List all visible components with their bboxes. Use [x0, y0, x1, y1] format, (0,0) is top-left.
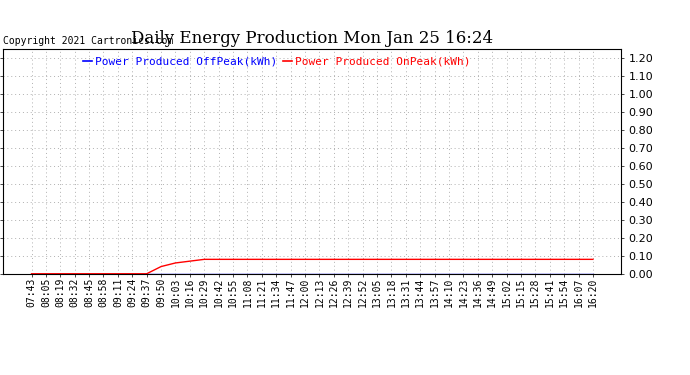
Title: Daily Energy Production Mon Jan 25 16:24: Daily Energy Production Mon Jan 25 16:24 [131, 30, 493, 47]
Text: Copyright 2021 Cartronics.com: Copyright 2021 Cartronics.com [3, 36, 174, 46]
Legend: Power Produced OffPeak(kWh), Power Produced OnPeak(kWh): Power Produced OffPeak(kWh), Power Produ… [83, 57, 471, 66]
